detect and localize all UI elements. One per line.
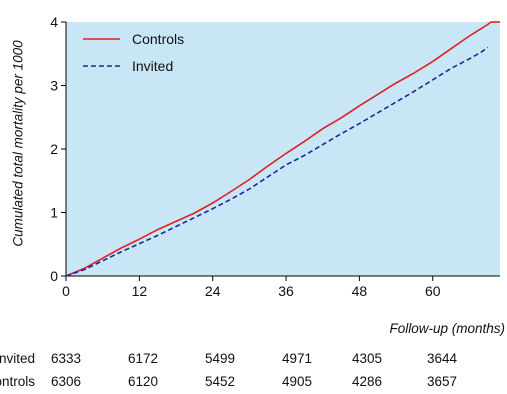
x-axis-label: Follow-up (months) — [389, 321, 505, 336]
y-axis-label: Cumulated total mortality per 1000 — [10, 39, 26, 247]
legend-label-controls: Controls — [132, 31, 184, 47]
risk-value: 6306 — [50, 374, 82, 389]
risk-row-controls: Controls 6306 6120 5452 4905 4286 3657 — [0, 374, 507, 392]
x-tick-label: 12 — [132, 283, 148, 299]
x-tick-label: 60 — [425, 283, 441, 299]
y-tick-label: 1 — [50, 205, 58, 221]
risk-row-label: Controls — [0, 374, 35, 389]
x-tick-label: 48 — [352, 283, 368, 299]
risk-value: 3644 — [426, 351, 458, 366]
risk-value: 4286 — [351, 374, 383, 389]
y-tick-label: 4 — [50, 14, 58, 30]
risk-value: 5499 — [204, 351, 236, 366]
risk-value: 4905 — [281, 374, 313, 389]
risk-row-label: Invited — [0, 351, 35, 366]
y-tick-label: 3 — [50, 78, 58, 94]
x-tick-label: 0 — [62, 283, 70, 299]
risk-value: 6172 — [127, 351, 159, 366]
y-axis-label-container: Cumulated total mortality per 1000 — [9, 12, 27, 274]
x-tick-label: 24 — [205, 283, 221, 299]
x-tick-label: 36 — [278, 283, 294, 299]
risk-row-invited: Invited 6333 6172 5499 4971 4305 3644 — [0, 351, 507, 369]
risk-value: 6120 — [127, 374, 159, 389]
series-line-controls — [65, 21, 492, 277]
risk-value: 5452 — [204, 374, 236, 389]
y-tick-label: 0 — [50, 268, 58, 284]
risk-value: 6333 — [50, 351, 82, 366]
series-line-invited — [65, 46, 489, 277]
legend-label-invited: Invited — [132, 58, 173, 74]
risk-value: 4971 — [281, 351, 313, 366]
risk-value: 3657 — [426, 374, 458, 389]
y-tick-label: 2 — [50, 141, 58, 157]
risk-value: 4305 — [351, 351, 383, 366]
